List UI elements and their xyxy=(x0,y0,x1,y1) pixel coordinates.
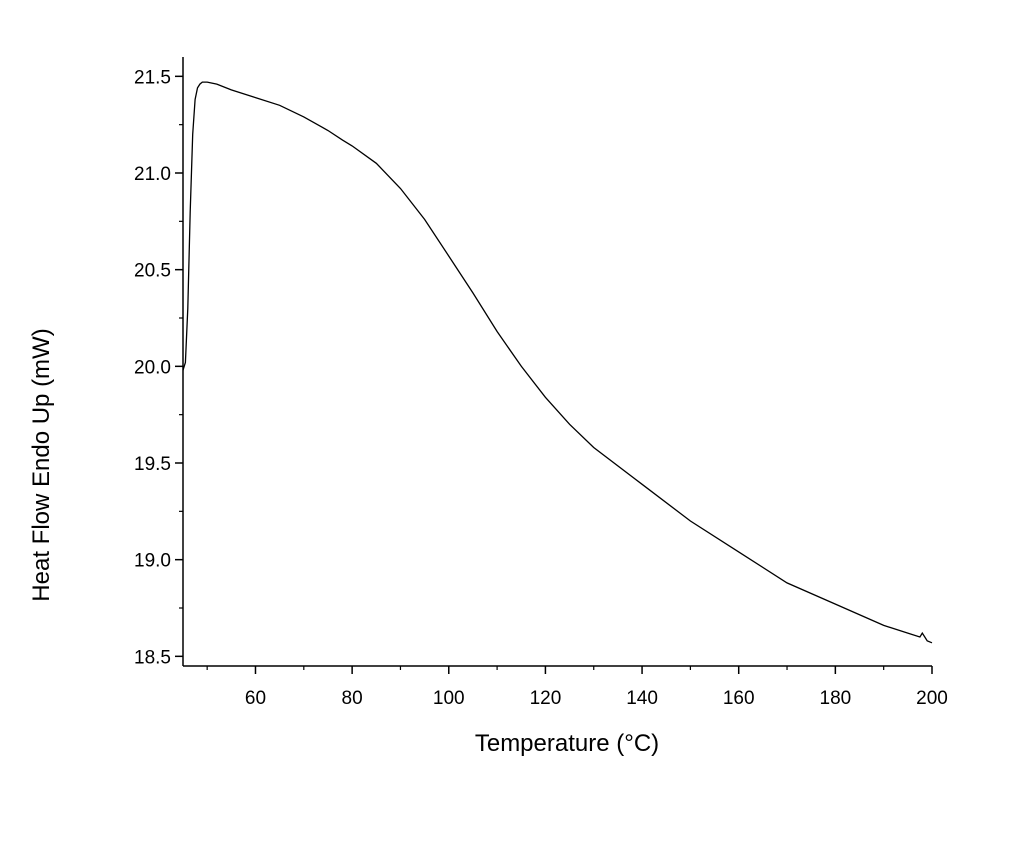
y-tick-label: 19.5 xyxy=(134,454,171,475)
x-tick-label: 200 xyxy=(916,688,948,709)
x-tick-label: 160 xyxy=(723,688,755,709)
x-tick-label: 100 xyxy=(433,688,465,709)
y-axis-ticks: 18.5 19.0 19.5 20.0 20.5 21.0 21.5 xyxy=(134,67,183,668)
y-tick-label: 21.5 xyxy=(134,67,171,88)
y-tick-label: 20.5 xyxy=(134,261,171,282)
y-tick-label: 21.0 xyxy=(134,164,171,185)
series-line-heat-flow xyxy=(182,81,933,644)
x-tick-label: 120 xyxy=(530,688,562,709)
x-tick-label: 60 xyxy=(245,688,266,709)
y-tick-label: 18.5 xyxy=(134,647,171,668)
y-tick-label: 19.0 xyxy=(134,551,171,572)
x-axis-title: Temperature (°C) xyxy=(475,730,659,757)
y-tick-label: 20.0 xyxy=(134,357,171,378)
x-tick-label: 140 xyxy=(626,688,658,709)
plot-area: 18.5 19.0 19.5 20.0 20.5 21.0 21.5 60 80 100 120 1… xyxy=(134,57,948,709)
x-tick-label: 180 xyxy=(820,688,852,709)
x-axis-ticks: 60 80 100 120 140 160 180 200 xyxy=(206,666,948,709)
x-tick-label: 80 xyxy=(342,688,363,709)
y-axis-title: Heat Flow Endo Up (mW) xyxy=(28,328,55,601)
